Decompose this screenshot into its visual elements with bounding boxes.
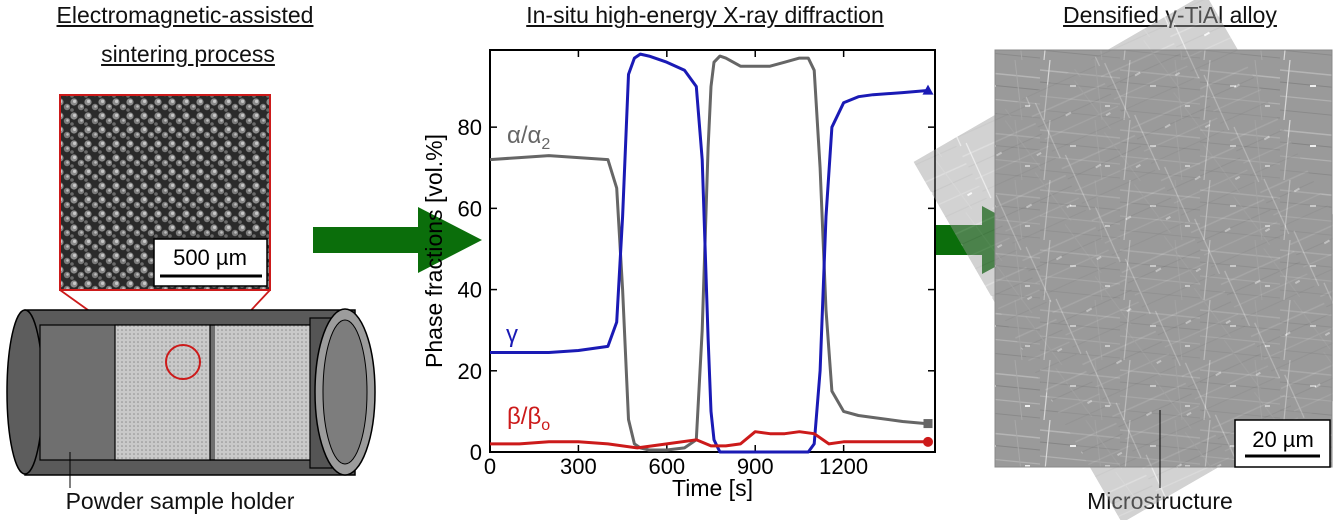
x-tick-label: 0 <box>484 454 496 479</box>
x-axis-label: Time [s] <box>672 475 753 501</box>
callout-circle <box>165 344 201 380</box>
y-tick-label: 80 <box>458 115 482 140</box>
left-title-line1: Electromagnetic-assisted <box>56 2 314 28</box>
process-arrow-1 <box>313 207 482 273</box>
microstructure-image <box>914 0 1333 520</box>
y-tick-label: 40 <box>458 278 482 303</box>
scale-bar-right-label: 20 µm <box>1252 427 1314 452</box>
y-axis-label: Phase fractions [vol.%] <box>421 134 447 368</box>
middle-title: In-situ high-energy X-ray diffraction <box>526 2 884 28</box>
series-label-1: γ <box>506 321 518 348</box>
x-tick-label: 900 <box>737 454 774 479</box>
y-tick-label: 60 <box>458 196 482 221</box>
y-tick-label: 20 <box>458 359 482 384</box>
y-tick-label: 0 <box>470 440 482 465</box>
series-marker-0 <box>923 419 933 429</box>
left-title-line2: sintering process <box>101 41 275 67</box>
series-marker-2 <box>923 436 933 447</box>
left-caption: Powder sample holder <box>65 488 295 514</box>
x-tick-label: 300 <box>560 454 597 479</box>
series-label-2: β/βo <box>507 403 550 434</box>
scale-bar-left-label: 500 µm <box>173 245 247 270</box>
scale-bar-left <box>153 238 268 287</box>
series-line-1 <box>490 52 927 454</box>
series-line-2 <box>490 430 927 450</box>
series-label-0: α/α2 <box>507 122 550 153</box>
scale-bar-right <box>1234 419 1331 468</box>
x-tick-label: 1200 <box>819 454 868 479</box>
series-marker-1 <box>922 84 934 95</box>
sample-holder-cylinder <box>6 308 376 476</box>
plot-frame <box>489 49 936 453</box>
x-tick-label: 600 <box>648 454 685 479</box>
phase-fraction-chart: 0 300 600 900 1200 0 20 40 60 80 Time [s] Phase fra… <box>421 49 936 501</box>
